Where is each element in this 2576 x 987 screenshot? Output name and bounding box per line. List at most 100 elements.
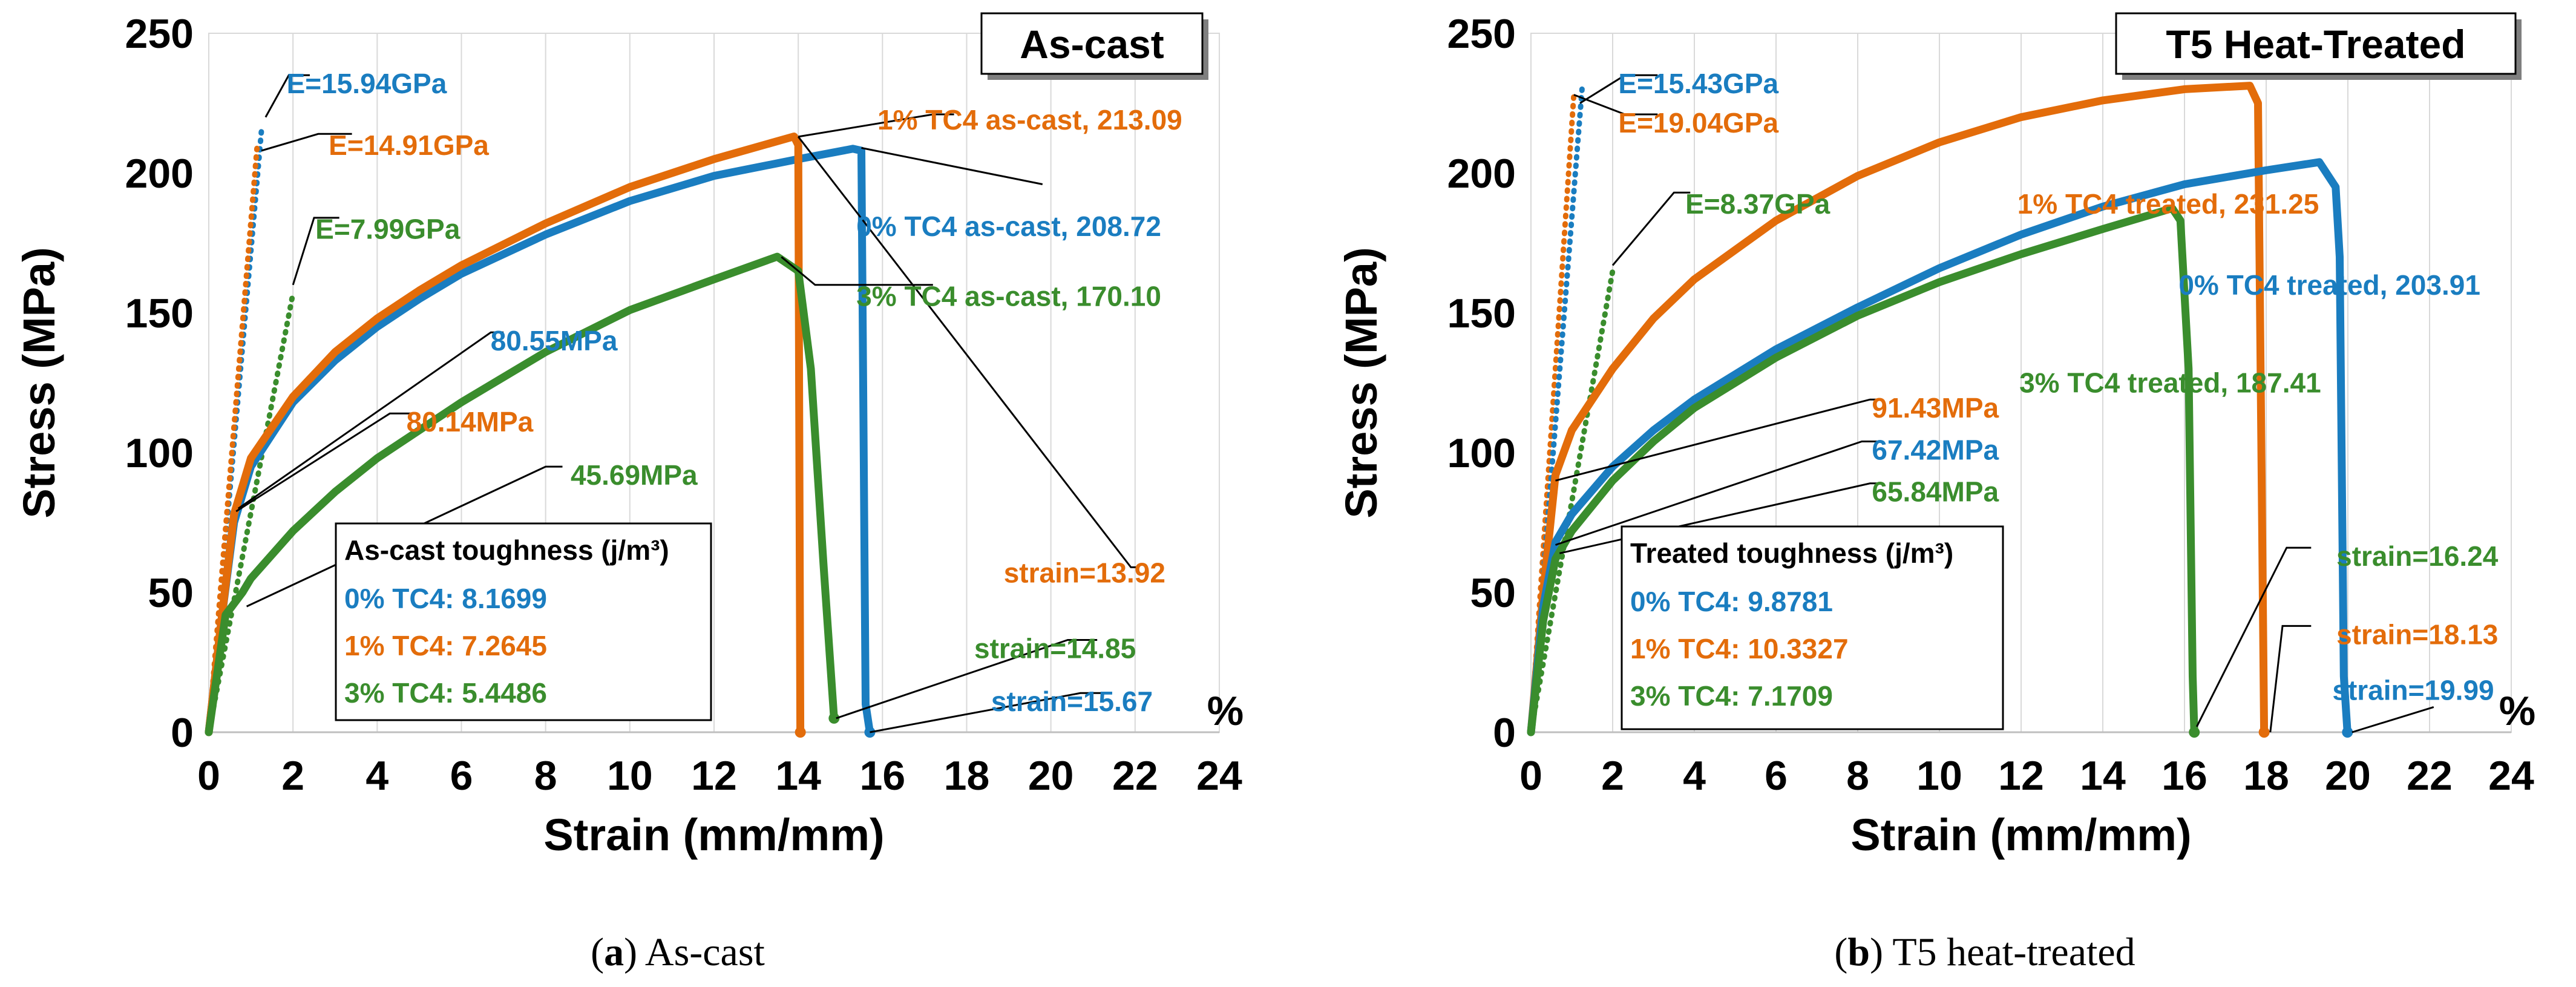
annotation-label: 0% TC4 treated, 203.91 [2178, 269, 2480, 301]
fracture-point [2189, 727, 2200, 738]
fracture-point [864, 727, 876, 738]
y-axis-label: Stress (MPa) [1336, 247, 1386, 518]
series-line-orange [1527, 82, 2269, 736]
x-tick-label: 22 [1112, 753, 1158, 799]
y-tick-label: 200 [1447, 151, 1516, 197]
series-line-green [1527, 204, 2198, 736]
toughness-title: Treated toughness (j/m³) [1630, 537, 1953, 569]
x-tick-label: 14 [2080, 753, 2126, 799]
y-tick-label: 200 [125, 151, 194, 197]
x-tick-label: 4 [1683, 753, 1706, 799]
annotation-label: 45.69MPa [571, 459, 698, 491]
x-tick-label: 16 [2161, 753, 2207, 799]
annotation-label: strain=18.13 [2336, 618, 2498, 650]
leader-line [1579, 74, 1658, 104]
x-axis-label: Strain (mm/mm) [1850, 810, 2191, 860]
x-unit-label: % [2499, 688, 2535, 734]
annotation-label: E=19.04GPa [1618, 107, 1778, 139]
caption: (a) As-cast [591, 930, 765, 974]
y-tick-label: 100 [125, 430, 194, 476]
y-tick-label: 150 [125, 290, 194, 336]
leader-line [261, 133, 352, 152]
y-tick-label: 250 [1447, 11, 1516, 57]
x-tick-label: 0 [1519, 753, 1542, 799]
x-tick-label: 14 [775, 753, 821, 799]
x-tick-label: 20 [2325, 753, 2371, 799]
chart-title: T5 Heat-Treated [2166, 22, 2465, 67]
plot-frame [208, 33, 1220, 733]
toughness-box: As-cast toughness (j/m³) 0% TC4: 8.1699 1… [335, 522, 712, 721]
leader-line [870, 692, 1110, 733]
annotations: E=15.94GPa E=14.91GPa E=7.99GPa 1% TC4 as-c… [287, 68, 1182, 717]
leader-line [264, 74, 310, 118]
x-tick-label: 22 [2407, 753, 2453, 799]
annotation-label: strain=19.99 [2332, 675, 2494, 706]
annotation-label: 0% TC4 as-cast, 208.72 [856, 211, 1161, 242]
modulus-line-orange [1528, 92, 1577, 735]
leader-line [1555, 398, 1883, 482]
fracture-point [795, 727, 806, 738]
x-tick-labels: 0 2 4 6 8 10 12 14 16 18 20 22 24 [1519, 753, 2534, 799]
leader-line [1573, 94, 1658, 116]
x-unit-label: % [1207, 688, 1244, 734]
leader-line [237, 331, 504, 510]
leader-line [861, 146, 1043, 185]
annotation-label: strain=16.24 [2336, 540, 2499, 572]
x-tick-label: 18 [944, 753, 990, 799]
grid-lines [292, 33, 1220, 732]
chart-title: As-cast [1020, 22, 1164, 67]
series-group [1527, 82, 2353, 738]
annotation-label: strain=15.67 [991, 686, 1153, 717]
title-box: T5 Heat-Treated [2115, 12, 2522, 80]
fracture-point [828, 712, 840, 724]
x-tick-label: 6 [450, 753, 473, 799]
y-axis-label: Stress (MPa) [14, 247, 64, 518]
x-tick-label: 10 [1916, 753, 1962, 799]
caption-text: T5 heat-treated [1883, 930, 2135, 974]
modulus-line-green [1528, 268, 1616, 735]
annotation-label: 3% TC4 treated, 187.41 [2019, 367, 2321, 399]
annotation-label: E=15.43GPa [1618, 68, 1778, 99]
x-tick-label: 12 [1998, 753, 2044, 799]
toughness-box: Treated toughness (j/m³) 0% TC4: 9.8781 1… [1621, 525, 2004, 730]
leader-line [292, 217, 339, 286]
x-tick-label: 12 [691, 753, 737, 799]
x-tick-label: 18 [2243, 753, 2289, 799]
y-tick-labels: 0 50 100 150 200 250 [125, 11, 194, 756]
x-tick-label: 20 [1028, 753, 1074, 799]
annotation-label: 80.14MPa [407, 406, 534, 438]
y-tick-labels: 0 50 100 150 200 250 [1447, 11, 1516, 756]
annotations: E=15.43GPa E=19.04GPa E=8.37GPa 1% TC4 trea… [1618, 68, 2498, 706]
leader-line [798, 113, 954, 138]
annotation-label: E=8.37GPa [1685, 188, 1830, 220]
toughness-title: As-cast toughness (j/m³) [344, 534, 669, 566]
leader-line [2195, 546, 2312, 727]
annotation-label: 3% TC4 as-cast, 170.10 [856, 280, 1161, 312]
x-tick-label: 8 [534, 753, 557, 799]
toughness-row: 1% TC4: 10.3327 [1630, 633, 1849, 664]
x-tick-label: 24 [2488, 753, 2534, 799]
x-tick-label: 0 [197, 753, 220, 799]
fracture-point [2258, 727, 2270, 738]
annotation-label: 91.43MPa [1872, 392, 1999, 424]
series-line-blue [1527, 158, 2352, 736]
toughness-row: 0% TC4: 8.1699 [344, 583, 547, 614]
annotation-label: 65.84MPa [1872, 476, 1999, 508]
caption-label: b [1847, 930, 1870, 974]
y-tick-label: 0 [171, 710, 194, 756]
leader-lines [1555, 74, 2434, 733]
x-tick-label: 16 [860, 753, 906, 799]
annotation-label: 1% TC4 treated, 231.25 [2017, 188, 2319, 220]
series-line-green [205, 252, 838, 736]
toughness-row: 3% TC4: 5.4486 [344, 677, 547, 709]
annotation-label: E=15.94GPa [287, 68, 447, 99]
x-tick-label: 6 [1765, 753, 1788, 799]
x-tick-label: 8 [1846, 753, 1869, 799]
annotation-label: 67.42MPa [1872, 434, 1999, 465]
toughness-row: 1% TC4: 7.2645 [344, 630, 547, 661]
leader-line [235, 412, 415, 513]
leader-line [781, 256, 933, 286]
modulus-line-orange [206, 142, 260, 735]
